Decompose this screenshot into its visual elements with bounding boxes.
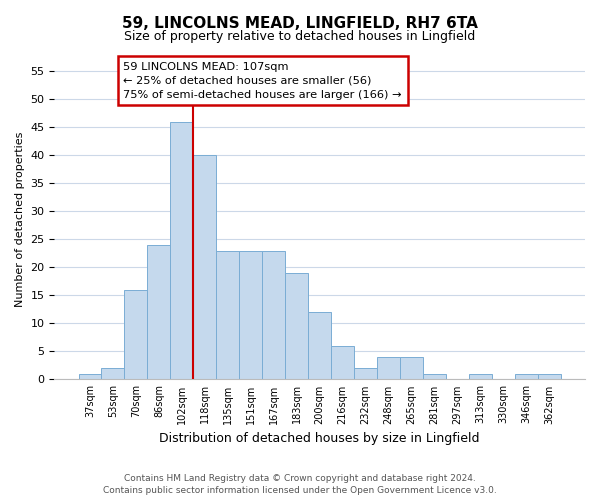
Text: 59 LINCOLNS MEAD: 107sqm
← 25% of detached houses are smaller (56)
75% of semi-d: 59 LINCOLNS MEAD: 107sqm ← 25% of detach… (124, 62, 402, 100)
Bar (423, 374, 446, 380)
Bar (354, 368, 377, 380)
Bar (377, 357, 400, 380)
Bar (193, 156, 217, 380)
Bar (170, 122, 193, 380)
Text: Contains HM Land Registry data © Crown copyright and database right 2024.
Contai: Contains HM Land Registry data © Crown c… (103, 474, 497, 495)
Bar (308, 312, 331, 380)
Bar (469, 374, 492, 380)
Bar (79, 374, 101, 380)
Bar (262, 250, 285, 380)
Bar (217, 250, 239, 380)
Bar (148, 245, 170, 380)
Bar (101, 368, 124, 380)
X-axis label: Distribution of detached houses by size in Lingfield: Distribution of detached houses by size … (160, 432, 480, 445)
Text: 59, LINCOLNS MEAD, LINGFIELD, RH7 6TA: 59, LINCOLNS MEAD, LINGFIELD, RH7 6TA (122, 16, 478, 30)
Bar (285, 273, 308, 380)
Bar (538, 374, 561, 380)
Bar (331, 346, 354, 380)
Bar (515, 374, 538, 380)
Bar (400, 357, 423, 380)
Text: Size of property relative to detached houses in Lingfield: Size of property relative to detached ho… (124, 30, 476, 43)
Bar (124, 290, 148, 380)
Bar (239, 250, 262, 380)
Y-axis label: Number of detached properties: Number of detached properties (15, 132, 25, 308)
